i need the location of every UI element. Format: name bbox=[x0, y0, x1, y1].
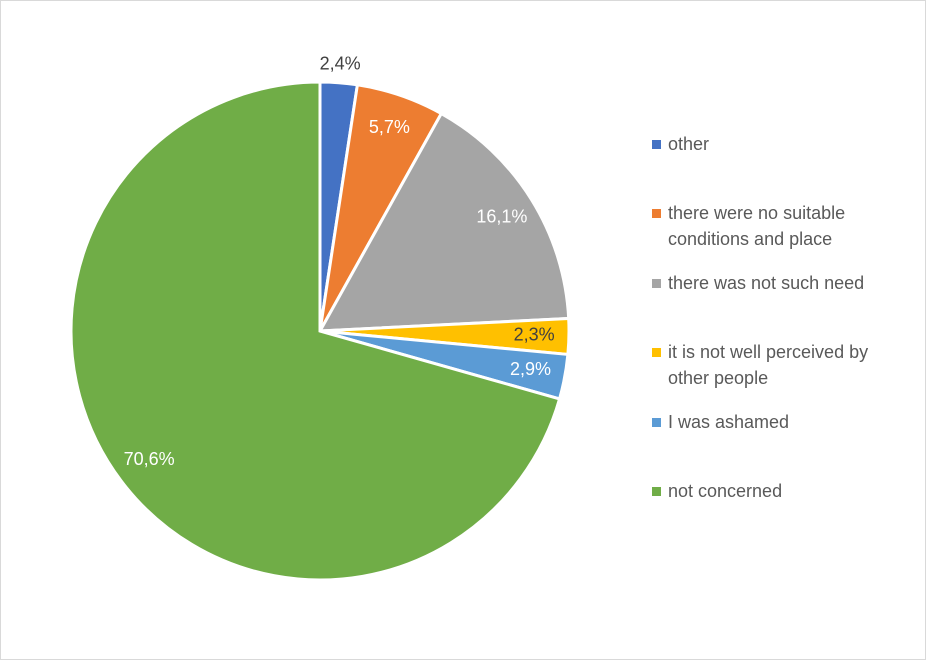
legend-swatch bbox=[652, 348, 661, 358]
legend-label: not concerned bbox=[668, 481, 783, 501]
legend-item: I was ashamed bbox=[652, 409, 912, 435]
legend-swatch bbox=[652, 487, 661, 496]
legend-label: other bbox=[668, 134, 710, 154]
legend-label: there were no suitable conditions and pl… bbox=[668, 203, 846, 250]
legend-swatch bbox=[652, 209, 661, 219]
legend-item: not concerned bbox=[652, 478, 912, 504]
legend-item: it is not well perceived by other people bbox=[652, 339, 912, 391]
legend-label: I was ashamed bbox=[668, 411, 790, 432]
legend-swatch bbox=[652, 417, 661, 427]
legend-swatch bbox=[652, 140, 661, 149]
legend-item: there was not such need bbox=[652, 270, 912, 296]
pie-slice bbox=[317, 111, 571, 333]
pie-slice bbox=[69, 80, 562, 582]
data-label: 2,4% bbox=[320, 54, 361, 74]
data-label: 5,7% bbox=[369, 117, 410, 137]
data-label: 70,6% bbox=[124, 449, 175, 469]
legend-label: it is not well perceived by other people bbox=[668, 342, 869, 389]
data-label: 2,9% bbox=[510, 359, 551, 379]
legend-item: there were no suitable conditions and pl… bbox=[652, 200, 912, 252]
legend-label: there was not such need bbox=[668, 272, 865, 293]
legend-swatch bbox=[652, 278, 661, 288]
data-label: 2,3% bbox=[514, 324, 555, 344]
data-label: 16,1% bbox=[476, 207, 527, 227]
legend-item: other bbox=[652, 131, 912, 157]
